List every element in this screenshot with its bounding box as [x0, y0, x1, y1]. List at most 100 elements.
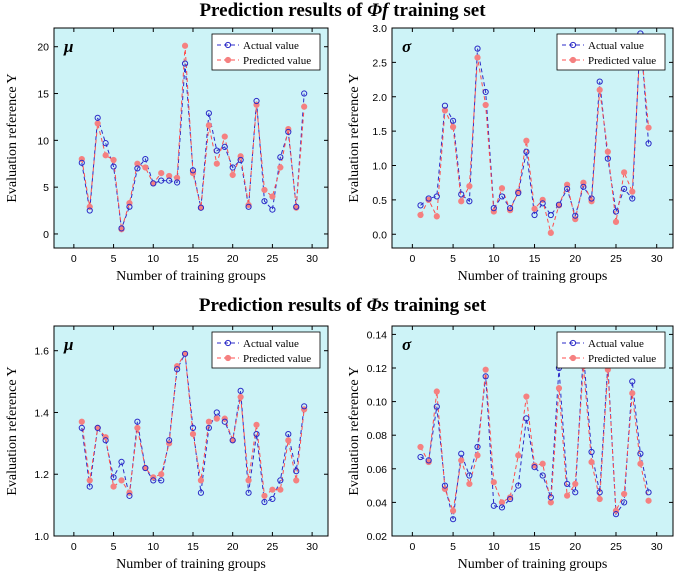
point-actual [588, 195, 595, 202]
point-actual [86, 483, 93, 490]
point-predicted [621, 490, 628, 498]
point-predicted [253, 421, 260, 428]
point-actual [417, 202, 424, 209]
point-actual [253, 97, 260, 105]
legend-label-predicted: Predicted value [243, 353, 311, 365]
point-predicted [596, 86, 603, 93]
legend-label-predicted: Predicted value [243, 55, 311, 67]
y-tick-label: 0.5 [372, 195, 387, 207]
chart-bottom-left: 0 5 10 15 20 25 30 1.0 1.2 1.4 1.6 Number of traini… [5, 325, 329, 572]
x-tick-label: 25 [267, 253, 279, 265]
point-predicted [515, 188, 522, 195]
point-actual [134, 418, 141, 425]
point-actual [474, 443, 481, 451]
point-actual [596, 78, 603, 85]
point-predicted [507, 207, 514, 214]
y-tick-label: 2.0 [372, 92, 387, 104]
x-tick-label: 0 [71, 541, 77, 553]
point-actual [555, 201, 563, 208]
x-tick-label: 20 [227, 541, 239, 553]
point-actual [449, 516, 457, 523]
point-actual [621, 185, 628, 192]
point-actual [221, 143, 228, 150]
point-predicted [269, 486, 276, 493]
point-predicted [166, 172, 173, 180]
point-predicted [221, 133, 228, 140]
y-tick-label: 0.04 [367, 497, 388, 509]
x-tick-label: 30 [306, 541, 318, 553]
x-tick-label: 20 [569, 541, 581, 553]
x-tick-label: 30 [306, 253, 318, 265]
point-actual [86, 207, 93, 214]
x-axis-title: Number of training groups [116, 269, 266, 284]
point-predicted [261, 186, 268, 194]
top-title-prefix: Prediction results of [199, 0, 368, 21]
point-predicted [245, 477, 252, 484]
point-predicted [425, 458, 432, 466]
point-actual [142, 155, 149, 163]
point-actual [629, 195, 636, 202]
point-actual [197, 489, 205, 496]
point-predicted [245, 201, 252, 209]
point-actual [102, 140, 109, 147]
point-predicted [158, 170, 165, 177]
point-actual [482, 88, 489, 96]
point-actual [118, 225, 125, 232]
point-predicted [213, 160, 220, 167]
point-actual [474, 45, 481, 52]
point-actual [102, 437, 109, 444]
point-predicted [458, 457, 465, 464]
legend-marker-predicted [569, 354, 577, 362]
y-tick-label: 3.0 [372, 23, 387, 35]
point-predicted [213, 415, 220, 422]
x-tick-label: 25 [610, 541, 622, 553]
point-actual [126, 203, 133, 210]
point-predicted [134, 160, 141, 167]
point-actual [572, 212, 579, 219]
point-actual [134, 165, 141, 172]
point-predicted [277, 164, 284, 171]
point-predicted [433, 388, 440, 395]
point-predicted [237, 393, 244, 401]
point-actual [515, 482, 522, 489]
point-predicted [490, 479, 497, 486]
y-tick-label: 1.6 [34, 346, 49, 358]
series-line-actual [81, 352, 305, 503]
point-predicted [425, 196, 432, 203]
point-actual [213, 147, 220, 154]
point-actual [174, 179, 181, 186]
point-predicted [604, 148, 611, 155]
point-predicted [555, 385, 563, 392]
y-tick-label: 10 [37, 135, 49, 147]
point-predicted [417, 211, 424, 219]
point-actual [572, 489, 579, 496]
point-predicted [637, 460, 644, 467]
point-predicted [110, 156, 117, 164]
point-predicted [572, 480, 579, 488]
point-actual [604, 155, 611, 162]
point-predicted [523, 393, 530, 400]
point-predicted [621, 169, 628, 176]
point-predicted [515, 452, 522, 459]
point-predicted [158, 471, 165, 478]
point-actual [523, 148, 530, 155]
y-tick-label: 1.2 [34, 469, 49, 481]
point-actual [588, 448, 595, 456]
y-tick-label: 0.14 [367, 329, 388, 341]
x-tick-label: 5 [450, 253, 456, 265]
panel-symbol: μ [63, 335, 73, 354]
y-tick-label: 1.4 [34, 407, 49, 419]
point-actual [229, 437, 236, 444]
point-actual [629, 378, 636, 385]
point-predicted [102, 152, 109, 159]
bottom-title-symbol: Φs [366, 295, 389, 316]
point-predicted [205, 418, 212, 425]
point-actual [237, 156, 244, 164]
point-predicted [458, 198, 465, 205]
x-tick-label: 10 [147, 541, 159, 553]
y-tick-label: 0.0 [372, 229, 387, 241]
point-actual [197, 204, 205, 211]
point-actual [482, 373, 489, 380]
point-predicted [531, 205, 538, 212]
point-actual [466, 472, 473, 479]
